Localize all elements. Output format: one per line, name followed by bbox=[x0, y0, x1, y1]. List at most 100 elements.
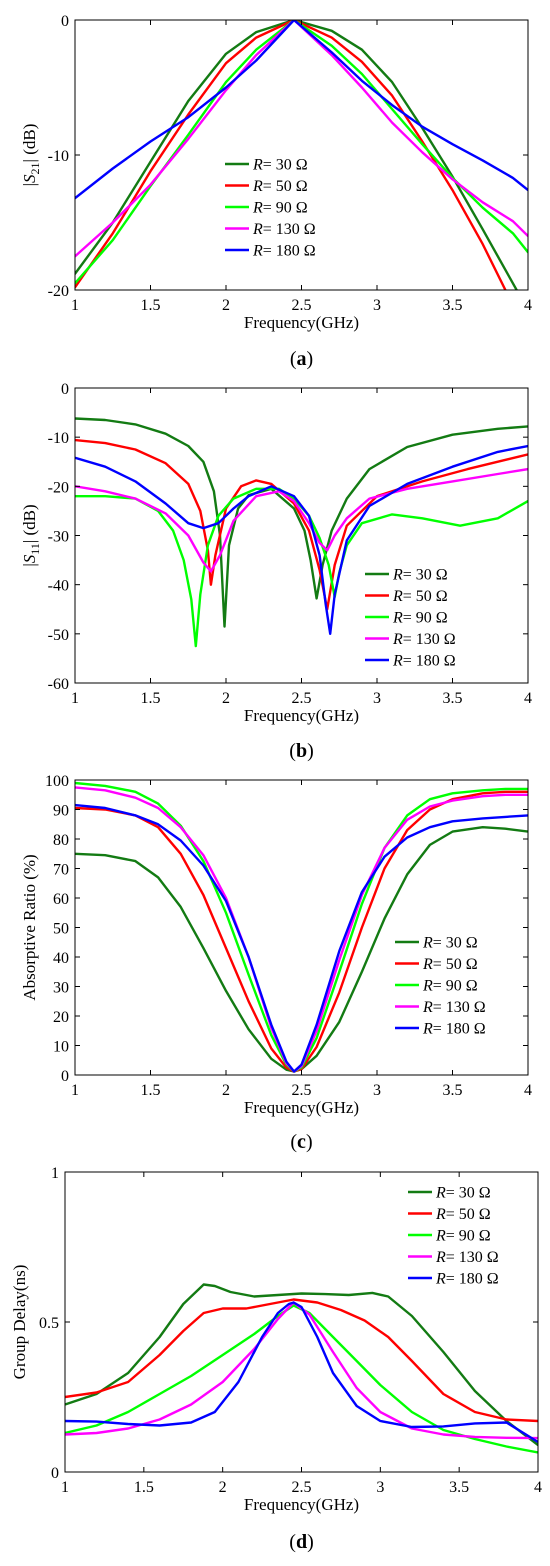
x-tick-label: 2.5 bbox=[292, 297, 312, 314]
series-line-d-4 bbox=[65, 1301, 538, 1444]
y-axis-label: Absorptive Ratio (%) bbox=[20, 854, 39, 1000]
x-axis-label: Frequency(GHz) bbox=[244, 313, 359, 332]
panel-label: (b) bbox=[289, 740, 313, 762]
y-tick-label: 30 bbox=[53, 980, 69, 997]
legend-label: R= 90 Ω bbox=[435, 1228, 491, 1245]
x-tick-label: 3.5 bbox=[449, 1479, 469, 1496]
legend: R= 30 Ω R= 50 Ω R= 90 Ω R= 130 Ω R= 180 Ω bbox=[225, 157, 316, 260]
x-tick-label: 3.5 bbox=[443, 297, 463, 314]
y-tick-label: 0 bbox=[61, 381, 69, 398]
series-line-b-4 bbox=[75, 444, 528, 635]
y-tick-label: 100 bbox=[45, 773, 69, 790]
x-tick-label: 2 bbox=[222, 1082, 230, 1099]
x-tick-label: 3 bbox=[373, 690, 381, 707]
series-group bbox=[75, 20, 528, 290]
legend-label: R= 30 Ω bbox=[252, 157, 308, 174]
series-line-a-1 bbox=[75, 20, 508, 290]
legend-label: R= 180 Ω bbox=[252, 243, 316, 260]
legend-label: R= 90 Ω bbox=[392, 610, 448, 627]
y-tick-label: -10 bbox=[48, 430, 69, 447]
legend: R= 30 Ω R= 50 Ω R= 90 Ω R= 130 Ω R= 180 Ω bbox=[395, 935, 486, 1038]
y-axis-label: |S21| (dB) bbox=[20, 124, 42, 187]
x-tick-label: 2 bbox=[222, 297, 230, 314]
legend-label: R= 30 Ω bbox=[422, 935, 478, 952]
legend-label: R= 130 Ω bbox=[252, 221, 316, 238]
y-tick-label: -60 bbox=[48, 676, 69, 693]
y-axis-label: Group Delay(ns) bbox=[10, 1265, 29, 1380]
legend: R= 30 Ω R= 50 Ω R= 90 Ω R= 130 Ω R= 180 Ω bbox=[408, 1185, 499, 1288]
y-tick-label: 0 bbox=[51, 1465, 59, 1482]
x-tick-label: 3.5 bbox=[443, 690, 463, 707]
series-line-b-1 bbox=[75, 438, 528, 611]
y-tick-label: 40 bbox=[53, 950, 69, 967]
x-tick-label: 4 bbox=[524, 690, 532, 707]
panel-label: (a) bbox=[290, 348, 313, 370]
y-tick-label: 60 bbox=[53, 891, 69, 908]
x-axis-label: Frequency(GHz) bbox=[244, 1495, 359, 1514]
legend-label: R= 180 Ω bbox=[435, 1271, 499, 1288]
series-line-a-4 bbox=[75, 20, 528, 200]
x-tick-label: 1.5 bbox=[141, 297, 161, 314]
y-tick-label: 0 bbox=[61, 13, 69, 30]
series-line-d-1 bbox=[65, 1298, 538, 1423]
series-group bbox=[65, 1283, 538, 1454]
panel-letter: d bbox=[296, 1531, 307, 1553]
legend-label: R= 90 Ω bbox=[422, 978, 478, 995]
legend-label: R= 30 Ω bbox=[392, 567, 448, 584]
y-axis-label: |S11| (dB) bbox=[20, 504, 42, 566]
legend-label: R= 50 Ω bbox=[252, 178, 308, 195]
x-tick-label: 1 bbox=[71, 297, 79, 314]
x-tick-label: 2.5 bbox=[292, 1479, 312, 1496]
legend-label: R= 50 Ω bbox=[435, 1206, 491, 1223]
y-tick-label: 80 bbox=[53, 832, 69, 849]
x-tick-label: 2.5 bbox=[292, 1082, 312, 1099]
x-tick-label: 2 bbox=[222, 690, 230, 707]
x-tick-label: 1 bbox=[71, 690, 79, 707]
axes-frame bbox=[74, 387, 529, 684]
y-tick-label: -20 bbox=[48, 283, 69, 300]
legend-label: R= 50 Ω bbox=[392, 588, 448, 605]
series-line-b-0 bbox=[75, 417, 528, 628]
legend-label: R= 130 Ω bbox=[422, 999, 486, 1016]
y-tick-label: -50 bbox=[48, 627, 69, 644]
y-tick-label: 10 bbox=[53, 1039, 69, 1056]
legend-label: R= 50 Ω bbox=[422, 956, 478, 973]
x-tick-label: 4 bbox=[524, 1082, 532, 1099]
series-line-a-3 bbox=[75, 20, 528, 258]
y-tick-label: 0.5 bbox=[39, 1315, 59, 1332]
y-tick-label: -10 bbox=[48, 148, 69, 165]
legend-label: R= 180 Ω bbox=[392, 653, 456, 670]
x-tick-label: 1.5 bbox=[141, 1082, 161, 1099]
x-tick-label: 2.5 bbox=[292, 690, 312, 707]
series-group bbox=[75, 781, 528, 1073]
y-tick-label: -40 bbox=[48, 578, 69, 595]
x-tick-label: 4 bbox=[524, 297, 532, 314]
panel-letter: a bbox=[297, 348, 307, 370]
x-tick-label: 3 bbox=[376, 1479, 384, 1496]
series-line-d-2 bbox=[65, 1304, 538, 1454]
legend-label: R= 130 Ω bbox=[392, 631, 456, 648]
series-line-d-0 bbox=[65, 1283, 538, 1447]
x-axis-label: Frequency(GHz) bbox=[244, 706, 359, 725]
chart-panel-a: 1 1.5 2 2.5 3 3.5 4 0 -10 -20 Frequency(GHz) |S21| … bbox=[20, 13, 532, 370]
panel-label: (c) bbox=[290, 1131, 312, 1153]
panel-label: (d) bbox=[289, 1531, 313, 1553]
chart-panel-c: 1 1.5 2 2.5 3 3.5 41009080706050403020100Frequ… bbox=[20, 773, 532, 1153]
y-tick-label: -20 bbox=[48, 479, 69, 496]
x-tick-label: 4 bbox=[534, 1479, 542, 1496]
x-tick-label: 2 bbox=[219, 1479, 227, 1496]
chart-panel-b: 1 1.5 2 2.5 3 3.5 4 0 -10 -20 -30 -40 -50 -60 Frequenc… bbox=[20, 381, 532, 762]
panel-letter: b bbox=[296, 740, 307, 762]
x-tick-label: 3 bbox=[373, 297, 381, 314]
legend-label: R= 180 Ω bbox=[422, 1021, 486, 1038]
y-tick-label: 0 bbox=[61, 1068, 69, 1085]
series-line-d-3 bbox=[65, 1301, 538, 1440]
panel-letter: c bbox=[297, 1131, 306, 1153]
legend-label: R= 130 Ω bbox=[435, 1249, 499, 1266]
x-tick-label: 1 bbox=[61, 1479, 69, 1496]
legend: R= 30 Ω R= 50 Ω R= 90 Ω R= 130 Ω R= 180 Ω bbox=[365, 567, 456, 670]
series-line-b-3 bbox=[75, 467, 528, 573]
x-tick-label: 3.5 bbox=[443, 1082, 463, 1099]
x-axis-label: Frequency(GHz) bbox=[244, 1098, 359, 1117]
